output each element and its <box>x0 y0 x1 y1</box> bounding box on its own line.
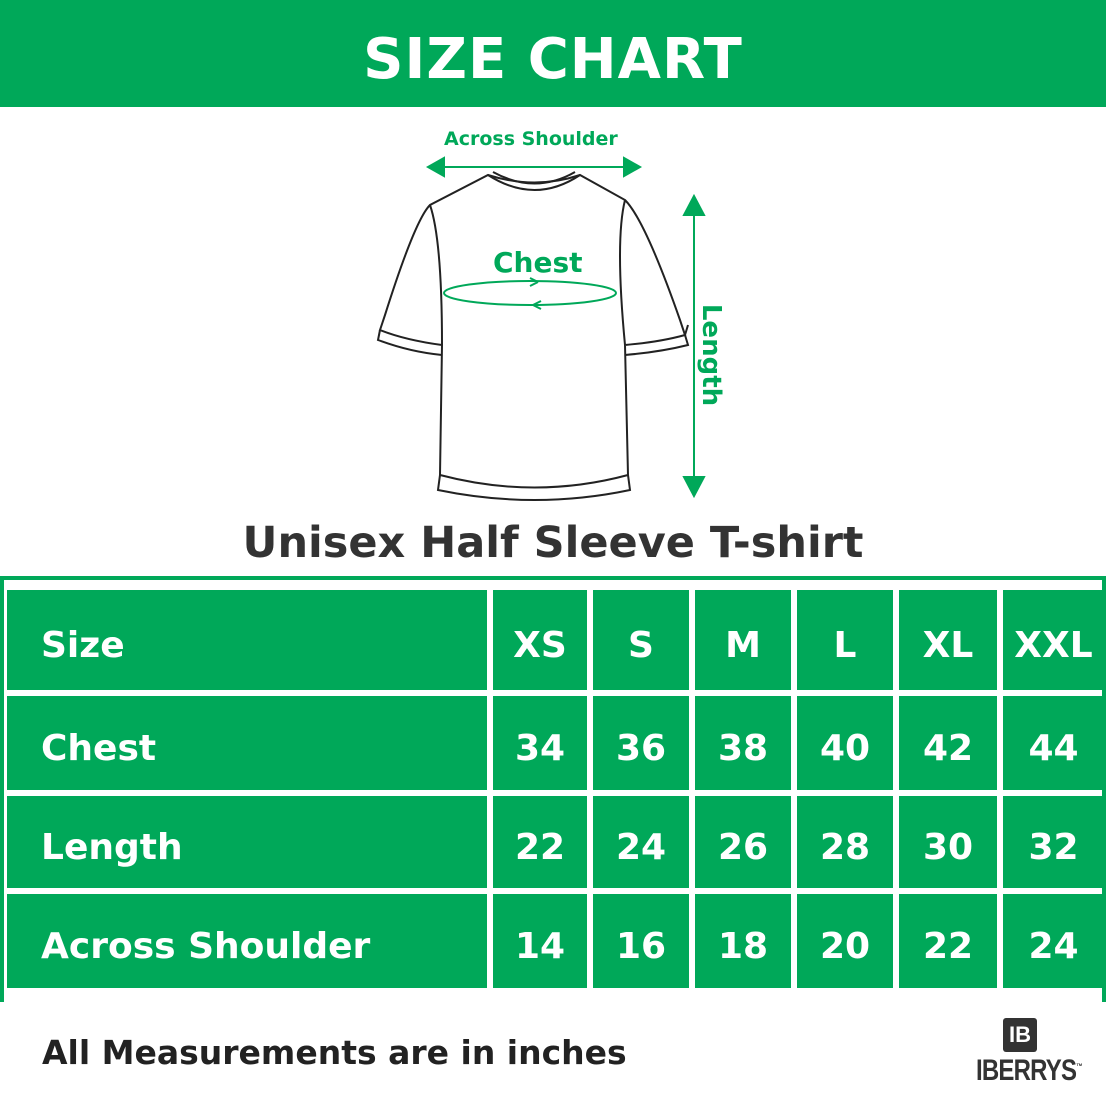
row-label-chest: Chest <box>7 696 487 790</box>
logo-tm: ™ <box>1076 1062 1082 1071</box>
header-size: Size <box>7 590 487 690</box>
tshirt-diagram: Across Shoulder Chest Length <box>370 120 730 510</box>
header-xxl: XXL <box>1003 590 1104 690</box>
table-cell: 18 <box>695 894 791 988</box>
table-cell: 44 <box>1003 696 1104 790</box>
table-cell: 24 <box>1003 894 1104 988</box>
table-cell: 30 <box>899 796 997 888</box>
product-title: Unisex Half Sleeve T-shirt <box>242 518 864 568</box>
logo-wordmark: IBERRYS™ <box>976 1054 1083 1088</box>
table-cell: 14 <box>493 894 587 988</box>
header-xl: XL <box>899 590 997 690</box>
row-label-length: Length <box>7 796 487 888</box>
tshirt-icon <box>376 156 706 501</box>
table-cell: 24 <box>593 796 689 888</box>
table-cell: 22 <box>493 796 587 888</box>
table-cell: 36 <box>593 696 689 790</box>
header-s: S <box>593 590 689 690</box>
across-shoulder-label: Across Shoulder <box>444 128 618 150</box>
table-cell: 34 <box>493 696 587 790</box>
logo-mark: IB <box>1003 1018 1037 1052</box>
header-l: L <box>797 590 893 690</box>
iberrys-logo: IB IBERRYS™ <box>965 1018 1083 1088</box>
table-cell: 32 <box>1003 796 1104 888</box>
table-cell: 20 <box>797 894 893 988</box>
table-cell: 38 <box>695 696 791 790</box>
table-cell: 40 <box>797 696 893 790</box>
table-cell: 42 <box>899 696 997 790</box>
measurement-note: All Measurements are in inches <box>42 1033 627 1072</box>
row-label-across-shoulder: Across Shoulder <box>7 894 487 988</box>
header-xs: XS <box>493 590 587 690</box>
size-chart-banner: SIZE CHART <box>0 0 1106 107</box>
header-m: M <box>695 590 791 690</box>
size-table: Size XS S M L XL XXL Chest 34 36 38 40 4… <box>0 576 1106 1002</box>
table-cell: 26 <box>695 796 791 888</box>
length-label: Length <box>696 303 727 407</box>
chest-label: Chest <box>493 246 583 279</box>
table-cell: 22 <box>899 894 997 988</box>
table-cell: 16 <box>593 894 689 988</box>
logo-name: IBERRYS <box>976 1054 1077 1087</box>
table-cell: 28 <box>797 796 893 888</box>
